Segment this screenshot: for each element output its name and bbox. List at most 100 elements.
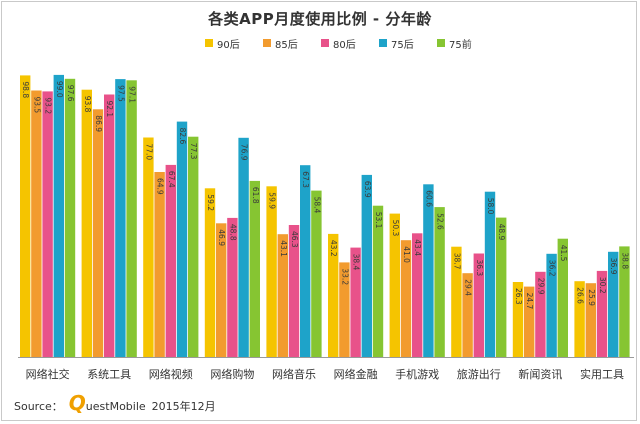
legend-swatch [321,39,329,47]
bar-1-9 [585,283,596,357]
category-label-0: 网络社交 [26,367,70,381]
bar-3-4 [300,165,311,357]
value-label-2-8: 29.9 [536,278,545,295]
value-label-4-7: 48.9 [497,224,506,241]
bar-2-9 [596,270,608,357]
bar-4-0 [64,78,76,358]
value-label-4-9: 38.8 [620,252,629,269]
bar-2-1 [104,94,115,357]
bar-1-3 [216,223,227,357]
bar-2-2 [165,164,176,357]
value-label-1-6: 41.0 [402,246,411,263]
bar-3-7 [484,191,496,357]
bar-4-7 [496,217,507,357]
bar-4-6 [434,207,445,357]
bar-4-3 [249,180,260,357]
value-label-3-2: 82.6 [178,128,187,145]
bar-2-3 [227,217,238,357]
category-label-1: 系统工具 [87,368,131,381]
legend-swatch [379,39,387,47]
bar-2-5 [350,247,361,357]
bar-1-7 [462,273,473,357]
bar-0-7 [451,246,462,357]
questmobile-brand: uestMobile [85,400,146,413]
bar-2-8 [535,271,546,357]
bar-3-5 [361,174,372,357]
bar-4-8 [557,238,568,357]
value-label-0-6: 50.3 [391,220,400,237]
value-label-2-3: 48.8 [228,224,237,241]
value-label-1-8: 24.7 [525,293,534,310]
value-label-1-4: 43.1 [279,240,288,257]
legend-item-90: 90后 [205,35,263,51]
value-label-3-8: 36.2 [548,260,557,277]
bar-3-6 [423,184,434,357]
bar-0-5 [328,233,339,357]
bar-3-2 [176,121,188,357]
category-label-7: 旅游出行 [457,367,501,381]
questmobile-logo-q: Q [68,391,86,415]
value-label-3-3: 76.9 [240,144,249,161]
value-label-2-7: 36.3 [475,260,484,277]
bar-0-2 [143,137,154,357]
value-label-2-9: 30.2 [598,277,607,294]
legend-label: 75后 [391,39,414,51]
value-label-2-1: 92.1 [105,101,114,118]
value-label-1-1: 86.9 [94,115,103,132]
value-label-2-0: 93.2 [44,97,53,114]
value-label-3-5: 63.9 [363,181,372,198]
bar-1-4 [277,234,288,357]
category-label-2: 网络视频 [149,367,193,381]
bar-1-1 [92,109,104,357]
legend-swatch [263,39,271,47]
value-label-0-1: 93.8 [83,96,92,113]
bar-0-8 [512,282,524,357]
value-label-4-2: 77.3 [189,143,198,160]
bar-0-4 [266,186,277,357]
bar-4-2 [188,136,199,357]
bar-0-3 [204,188,216,357]
value-label-2-4: 46.3 [290,231,299,248]
value-label-1-7: 29.4 [464,279,473,296]
bar-3-1 [115,79,126,357]
value-label-4-5: 53.1 [374,212,383,229]
legend-item-85: 85后 [263,35,321,51]
value-label-3-9: 36.9 [609,258,618,275]
value-label-4-1: 97.1 [128,86,137,103]
bar-4-4 [311,190,322,357]
value-label-0-0: 98.8 [21,81,30,98]
legend-label: 85后 [275,39,298,51]
value-label-2-6: 43.4 [413,239,422,256]
bar-1-8 [524,286,535,357]
category-label-3: 网络购物 [210,367,254,381]
bar-0-9 [574,281,585,357]
value-label-0-3: 59.2 [206,194,215,211]
bar-3-8 [546,253,557,357]
value-label-1-3: 46.9 [217,229,226,246]
bar-1-6 [400,240,412,357]
bar-1-5 [339,262,350,357]
legend-swatch [437,39,445,47]
source-label: Source： [14,400,63,413]
value-label-4-6: 52.6 [436,213,445,230]
value-label-0-4: 59.9 [268,192,277,209]
bar-4-5 [372,205,384,357]
value-label-2-5: 38.4 [352,254,361,271]
legend-label: 90后 [217,39,240,51]
value-label-3-4: 67.3 [301,171,310,188]
bar-0-1 [81,89,92,357]
bar-2-6 [412,233,423,357]
bar-0-6 [389,213,400,357]
legend-swatch [205,39,213,47]
bar-1-0 [31,90,42,357]
bar-3-9 [608,251,619,357]
bar-3-0 [53,74,64,358]
value-label-4-8: 41.5 [559,245,568,262]
value-label-3-6: 60.6 [424,190,433,207]
value-label-3-7: 58.0 [486,198,495,215]
value-label-1-9: 25.9 [587,289,596,306]
bar-4-1 [126,80,137,358]
bar-4-9 [619,246,630,357]
legend-item-80: 80后 [321,35,379,51]
chart-title: 各类APP月度使用比例 - 分年龄 [208,10,432,28]
